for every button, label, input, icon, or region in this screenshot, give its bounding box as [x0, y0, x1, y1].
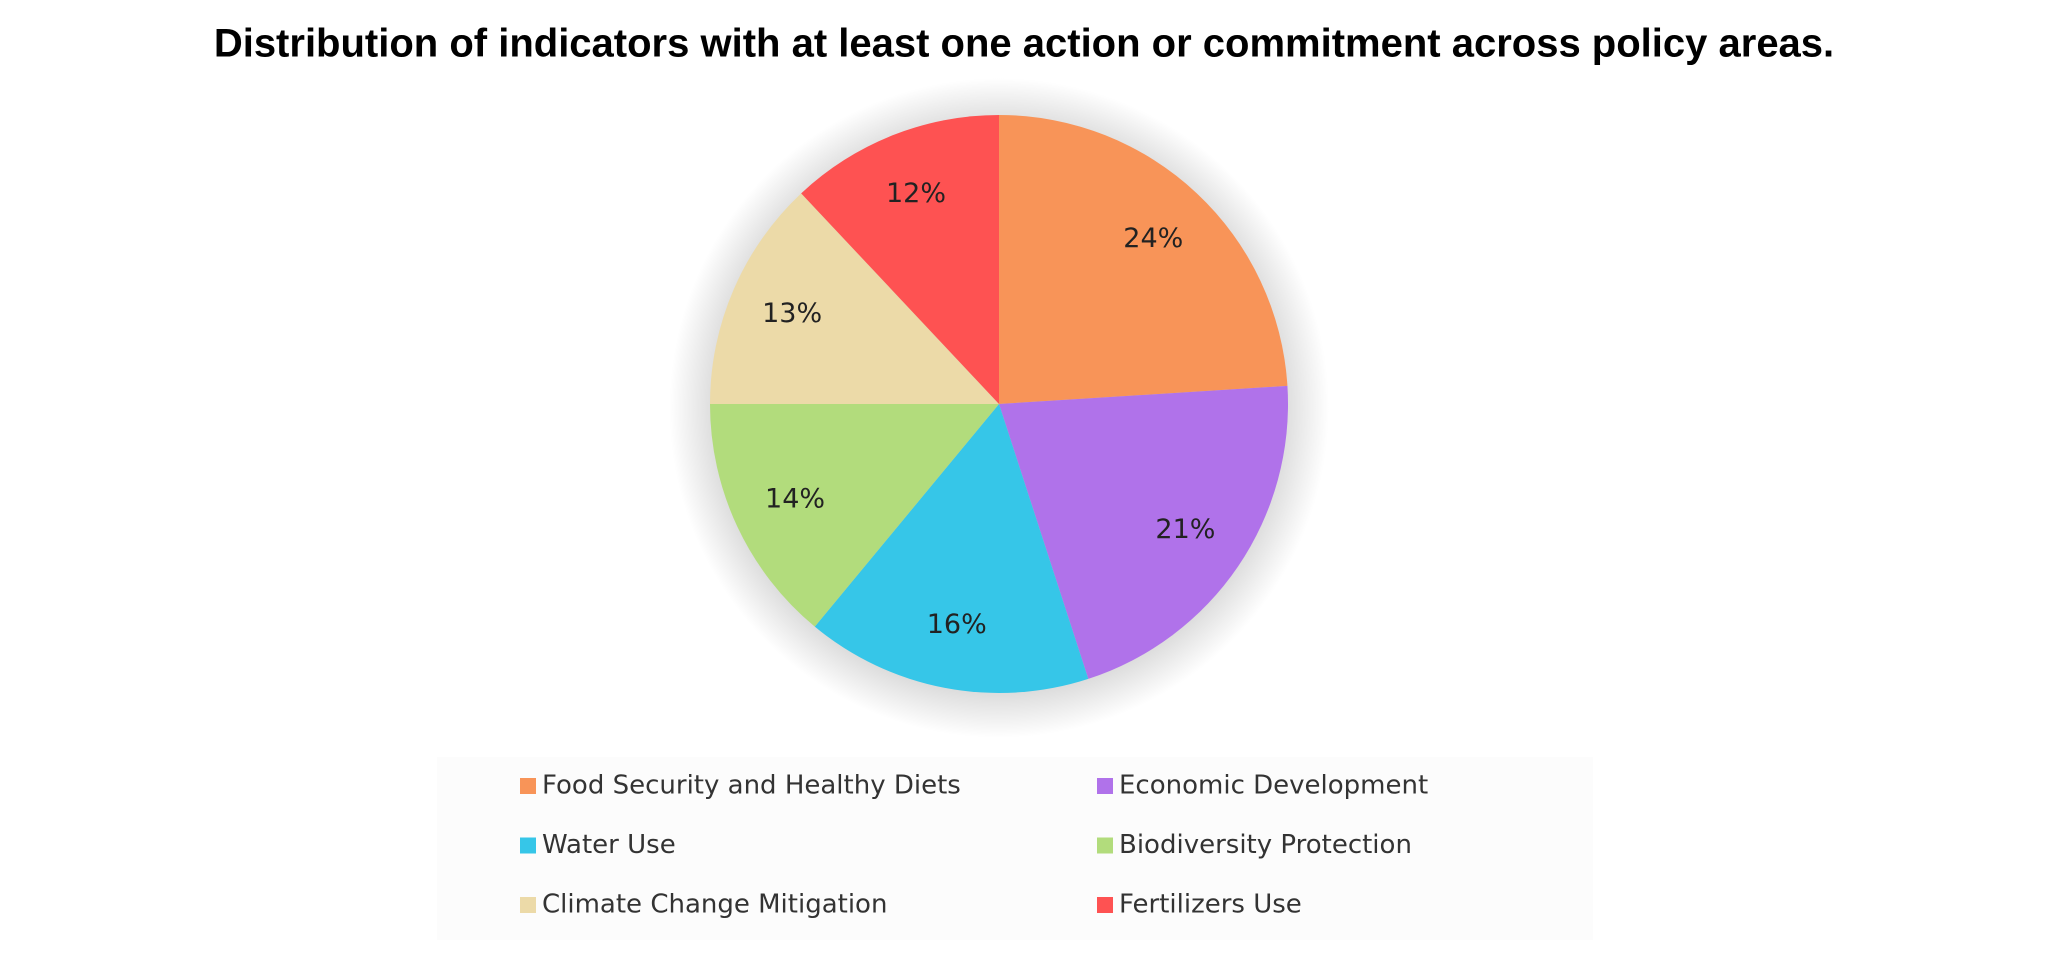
pie-slice — [710, 193, 999, 404]
legend-label: Water Use — [542, 830, 676, 860]
legend-label: Fertilizers Use — [1119, 890, 1302, 920]
pie-slice — [999, 385, 1288, 679]
legend-swatch — [520, 897, 536, 913]
legend-label: Biodiversity Protection — [1119, 830, 1412, 860]
legend-label: Economic Development — [1119, 771, 1428, 801]
data-label: 16% — [927, 609, 987, 640]
pie-slice — [999, 115, 1288, 404]
pie-slice — [710, 404, 999, 627]
legend-swatch — [520, 778, 536, 794]
data-label: 21% — [1155, 514, 1215, 545]
pie-slice — [801, 115, 999, 404]
legend-swatch — [1097, 897, 1113, 913]
legend-label: Food Security and Healthy Diets — [542, 771, 961, 801]
data-label: 14% — [765, 483, 825, 514]
pie-slice — [814, 404, 1089, 694]
pie: 24% 21% 16% 14% 13% 12% — [710, 115, 1288, 694]
legend-box — [437, 757, 1593, 940]
chart-title: Distribution of indicators with at least… — [214, 22, 1834, 66]
legend-swatch — [1097, 778, 1113, 794]
legend-swatch — [520, 837, 536, 854]
legend-label: Climate Change Mitigation — [542, 890, 887, 920]
data-label: 12% — [886, 178, 946, 209]
legend: Food Security and Healthy Diets Economic … — [520, 771, 1428, 920]
legend-swatch — [1097, 837, 1113, 854]
data-label: 24% — [1123, 223, 1183, 254]
data-label: 13% — [762, 298, 822, 329]
